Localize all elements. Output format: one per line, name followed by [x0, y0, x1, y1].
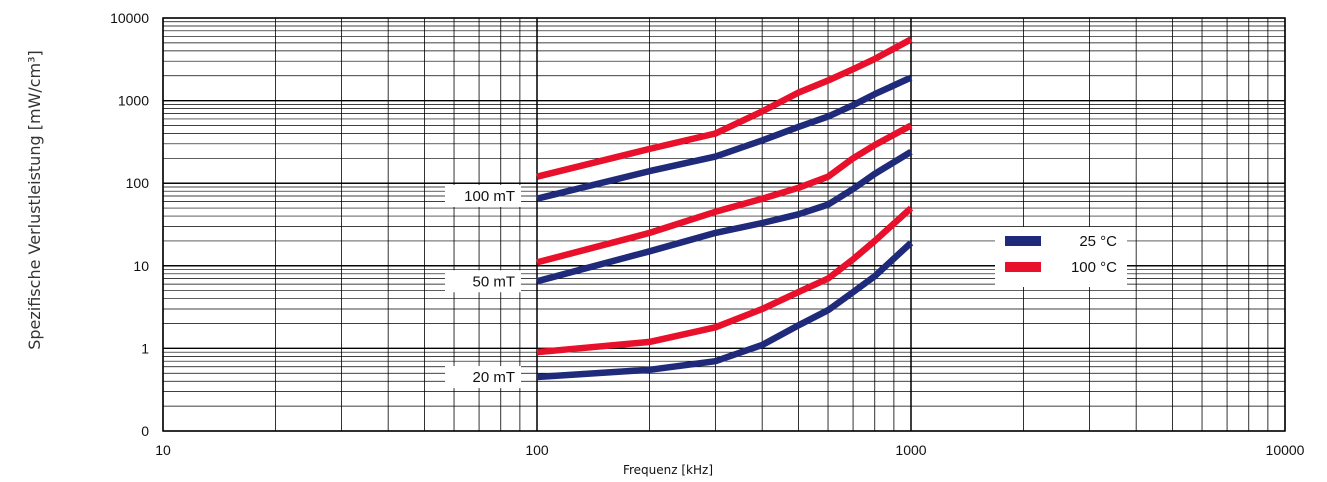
series-20mt-25c: [536, 240, 914, 381]
x-tick-label: 100: [525, 442, 549, 458]
annotation-box: [445, 366, 521, 389]
series-50mt-25c: [536, 149, 913, 285]
x-tick-label: 10: [155, 442, 171, 458]
legend: 25 °C 100 °C: [995, 227, 1127, 287]
annotation-box: [445, 184, 521, 207]
chart-grid: [162, 17, 1286, 432]
series-50mt-100c: [536, 122, 913, 266]
series-100mt-25c: [536, 74, 913, 202]
y-tick-label: 10: [133, 258, 149, 274]
x-axis-label: Frequenz [kHz]: [623, 463, 713, 477]
y-tick-label: 1: [141, 340, 149, 356]
axis-ticks: 10 100 1000 10000 0 1 10 100 1000 10000: [110, 10, 1305, 458]
annotation-label: 50 mT: [472, 273, 515, 290]
y-tick-label: 1000: [118, 93, 149, 109]
annotation-label: 20 mT: [472, 369, 515, 386]
y-tick-label: 0: [141, 423, 149, 439]
legend-swatch: [1005, 236, 1041, 246]
legend-label: 25 °C: [1079, 233, 1117, 250]
annotations: 100 mT 50 mT 20 mT: [445, 184, 521, 389]
series-lines: [536, 36, 914, 381]
y-axis-label: Spezifische Verlustleistung [mW/cm³]: [25, 50, 44, 350]
y-tick-label: 100: [126, 175, 150, 191]
series-100mt-100c: [536, 36, 913, 180]
legend-swatch: [1005, 262, 1041, 272]
annotation-label: 100 mT: [464, 188, 515, 205]
legend-label: 100 °C: [1071, 259, 1117, 276]
annotation-box: [445, 270, 521, 293]
plot-frame: [162, 17, 1286, 432]
series-20mt-100c: [536, 205, 914, 356]
x-tick-label: 10000: [1266, 442, 1305, 458]
x-tick-label: 1000: [895, 442, 926, 458]
y-tick-label: 10000: [110, 10, 149, 26]
